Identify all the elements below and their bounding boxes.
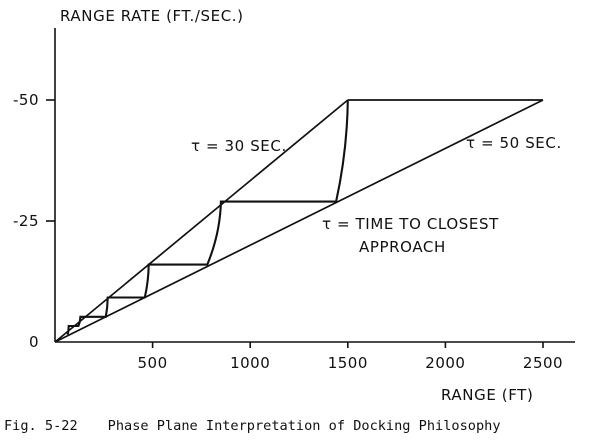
- x-tick-label: 500: [138, 354, 168, 372]
- x-tick-label: 1500: [328, 354, 368, 372]
- axis-ticks: [46, 99, 544, 348]
- x-tick-label: 2500: [523, 354, 563, 372]
- docking-trajectory: [66, 99, 349, 335]
- tau-50-line: [54, 99, 544, 343]
- x-tick-label: 2000: [425, 354, 465, 372]
- figure-title: Phase Plane Interpretation of Docking Ph…: [107, 418, 501, 434]
- y-tick-label: -25: [13, 212, 39, 230]
- y-tick-label: -50: [13, 91, 39, 109]
- x-axis-label: RANGE (FT): [441, 386, 533, 404]
- x-tick-label: 1000: [230, 354, 270, 372]
- figure-number: Fig. 5-22: [4, 418, 78, 434]
- annotation-approach: APPROACH: [359, 238, 446, 256]
- annotation-tau-definition: τ = TIME TO CLOSEST: [322, 215, 499, 233]
- tau-30-line: [54, 99, 349, 343]
- annotation-tau-30: τ = 30 SEC.: [191, 137, 287, 155]
- y-axis-label: RANGE RATE (FT./SEC.): [60, 7, 244, 25]
- figure-caption: Fig. 5-22 Phase Plane Interpretation of D…: [4, 418, 600, 434]
- annotation-tau-50: τ = 50 SEC.: [466, 134, 562, 152]
- tick-labels: 0 -25 -50 500 1000 1500 2000 2500: [13, 91, 563, 372]
- series-layer: [54, 99, 544, 343]
- y-tick-label: 0: [29, 333, 39, 351]
